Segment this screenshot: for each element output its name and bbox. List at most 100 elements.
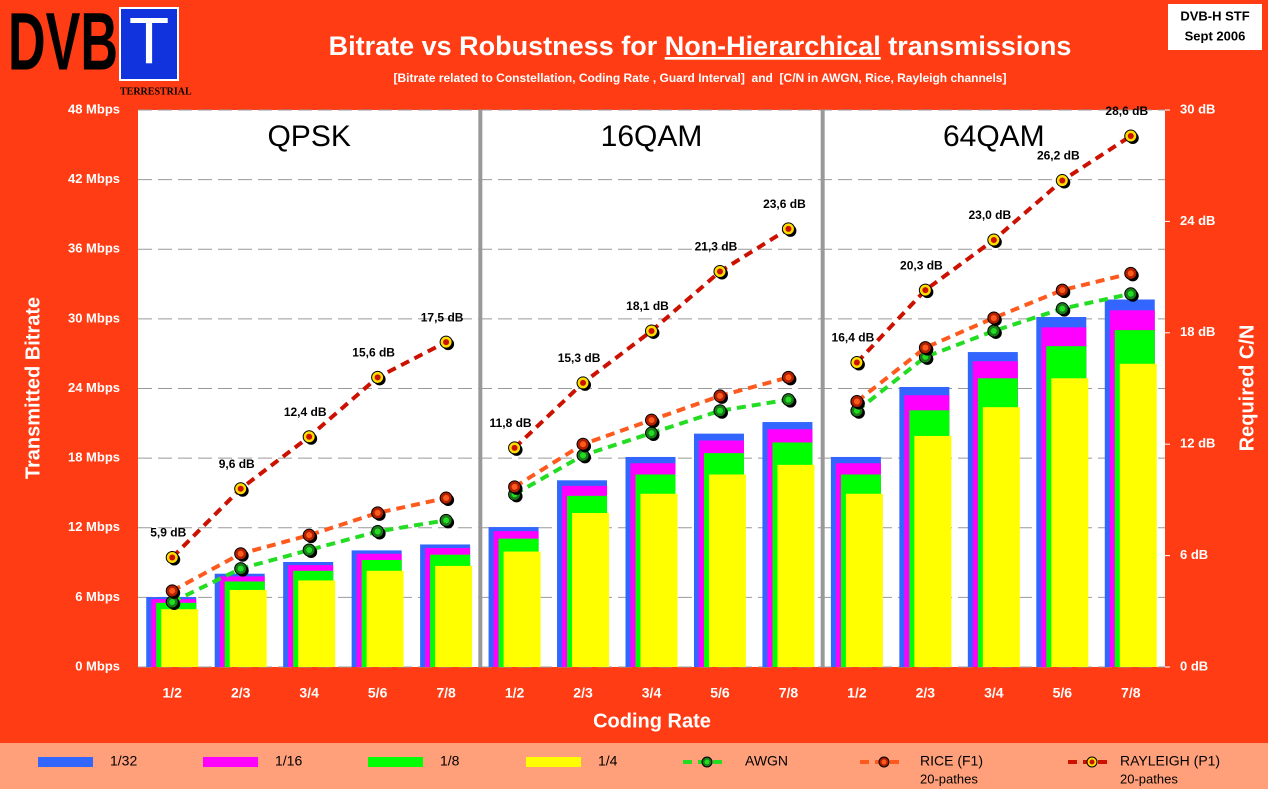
y2-tick-label: 30 dB [1180,101,1215,116]
marker-core [785,396,792,403]
legend-swatch [526,757,581,767]
y2-tick-label: 12 dB [1180,436,1215,451]
group-label: 64QAM [943,120,1045,153]
marker-core [990,327,997,334]
series-line [855,291,1132,413]
title-part: Bitrate vs Robustness for [329,31,665,61]
bar [572,513,610,667]
marker-core [990,314,997,321]
marker-core [1059,305,1066,312]
y2-tick-label: 0 dB [1180,658,1208,673]
marker-core [511,444,518,451]
series-line [855,271,1132,404]
bar [914,435,952,667]
x-tick-label: 1/2 [847,685,867,701]
series-line [171,496,447,593]
legend-note: 20-pathes [1120,771,1178,786]
marker-core [511,483,518,490]
y-tick-label: 0 Mbps [75,658,120,673]
data-label: 16,4 dB [832,331,875,345]
marker-core [169,599,176,606]
x-tick-label: 1/2 [162,685,182,701]
marker-core [1059,177,1066,184]
bar [366,570,404,667]
data-label: 11,8 dB [490,416,532,430]
group-label: 16QAM [601,120,703,153]
chart-title: Bitrate vs Robustness for Non-Hierarchic… [329,31,1072,61]
y-tick-label: 12 Mbps [68,519,120,534]
data-label: 12,4 dB [284,405,327,419]
y-tick-label: 42 Mbps [68,171,120,186]
bar [777,464,815,667]
marker-core [716,268,723,275]
x-tick-label: 7/8 [1121,685,1141,701]
legend-label: RICE (F1) [920,753,983,769]
bar [503,551,541,667]
series-line [171,518,447,604]
y-tick-label: 24 Mbps [68,380,120,395]
marker-core [306,433,313,440]
marker-core [237,565,244,572]
badge-line: DVB-H STF [1180,8,1249,23]
marker-core [648,417,655,424]
x-tick-label: 5/6 [710,685,730,701]
marker-core [1127,290,1134,297]
bar [708,474,746,667]
marker-core [580,379,587,386]
x-tick-label: 3/4 [642,685,662,701]
data-label: 15,6 dB [352,346,395,360]
y2-axis-title: Required C/N [1236,325,1258,452]
title-part: transmissions [881,31,1072,61]
logo-box [119,7,179,81]
badge-box [1168,4,1262,50]
bar [1051,378,1089,667]
legend-label: RAYLEIGH (P1) [1120,753,1220,769]
x-tick-label: 7/8 [436,685,456,701]
bar [1119,363,1157,667]
y-tick-label: 18 Mbps [68,450,120,465]
marker-core [853,398,860,405]
y-tick-label: 30 Mbps [68,310,120,325]
x-axis-title: Coding Rate [593,710,711,732]
group-label: QPSK [267,120,350,153]
y-tick-label: 36 Mbps [68,241,120,256]
data-label: 18,1 dB [626,299,669,313]
logo-main: DVB [8,0,118,88]
logo-letter: T [129,3,169,77]
title-part: Non-Hierarchical [665,31,881,61]
legend-strip [0,743,1268,789]
legend-marker-core [1089,759,1095,765]
data-label: 26,2 dB [1037,149,1080,163]
legend-marker-core [704,759,710,765]
subtitle: [Bitrate related to Constellation, Codin… [394,71,1007,85]
legend-label: 1/8 [440,753,460,769]
data-label: 17,5 dB [421,310,464,324]
data-label: 23,0 dB [968,208,1011,222]
marker-core [443,339,450,346]
marker-core [443,495,450,502]
data-label: 5,9 dB [150,526,186,540]
marker-core [922,287,929,294]
marker-core [374,509,381,516]
legend-note: 20-pathes [920,771,978,786]
x-tick-label: 2/3 [573,685,593,701]
logo-sub: TERRESTRIAL [120,86,192,97]
data-label: 23,6 dB [763,197,806,211]
x-tick-label: 2/3 [916,685,936,701]
data-label: 15,3 dB [558,351,601,365]
data-label: 9,6 dB [219,457,255,471]
marker-core [990,236,997,243]
marker-core [443,517,450,524]
x-tick-label: 5/6 [1053,685,1073,701]
data-label: 21,3 dB [695,240,738,254]
marker-core [169,587,176,594]
marker-core [785,225,792,232]
y2-tick-label: 6 dB [1180,547,1208,562]
data-label: 20,3 dB [900,258,943,272]
y-tick-label: 48 Mbps [68,101,120,116]
data-label: 28,6 dB [1105,104,1148,118]
x-tick-label: 3/4 [984,685,1004,701]
x-tick-label: 2/3 [231,685,251,701]
legend-label: AWGN [745,753,788,769]
